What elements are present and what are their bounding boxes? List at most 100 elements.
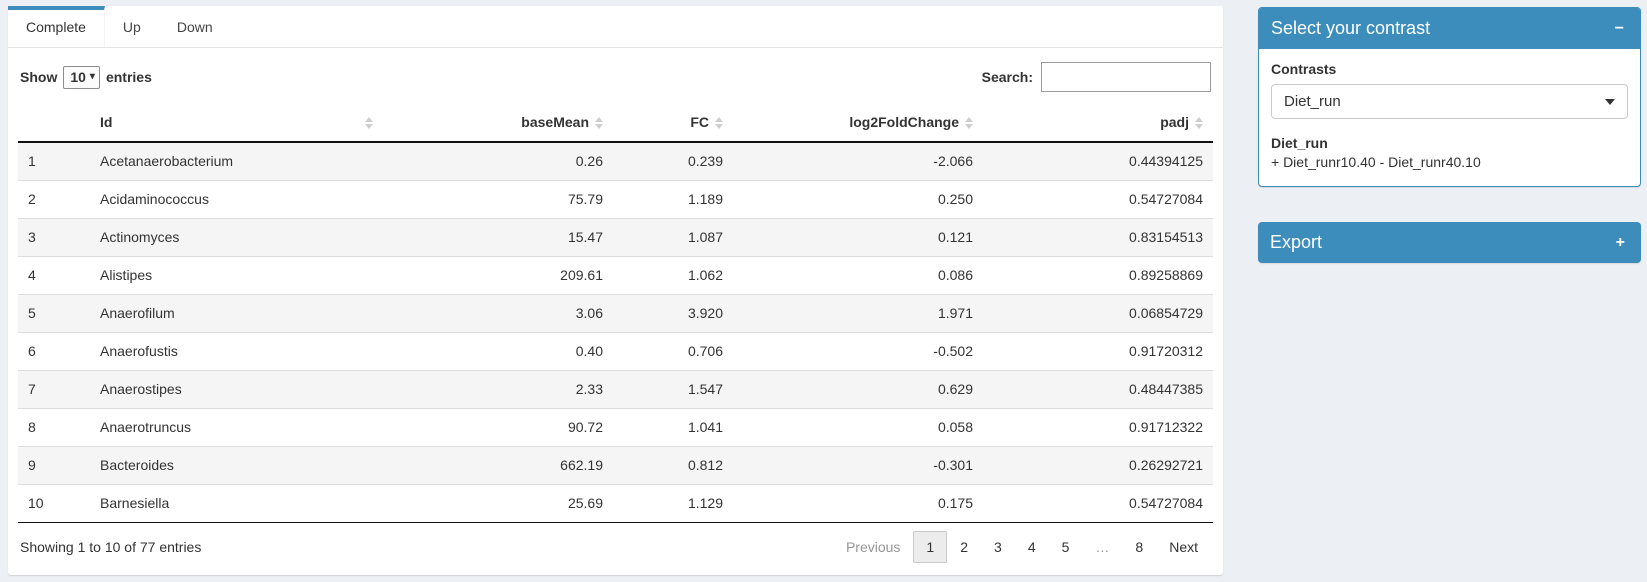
cell-padj: 0.44394125	[983, 141, 1213, 181]
table-row[interactable]: 4 Alistipes 209.61 1.062 0.086 0.8925886…	[18, 256, 1213, 295]
cell-fc: 0.706	[613, 332, 733, 371]
sort-icon	[365, 116, 373, 129]
tab-panel-complete: Show 10 ▾ entries Search: Id baseMean FC	[8, 48, 1223, 575]
pagination: Previous 1 2 3 4 5 … 8 Next	[833, 531, 1211, 563]
cell-id: Anaerofustis	[90, 332, 383, 371]
table-footer: Showing 1 to 10 of 77 entries Previous 1…	[20, 531, 1211, 563]
cell-log2foldchange: 0.629	[733, 370, 983, 409]
collapse-minus-icon[interactable]: −	[1614, 19, 1624, 37]
results-tab-box: Complete Up Down Show 10 ▾ entries Searc…	[8, 6, 1223, 575]
column-header-label: log2FoldChange	[849, 114, 959, 130]
cell-log2foldchange: 0.058	[733, 408, 983, 447]
tab-up[interactable]: Up	[122, 19, 141, 35]
cell-id: Acetanaerobacterium	[90, 141, 383, 181]
table-row[interactable]: 1 Acetanaerobacterium 0.26 0.239 -2.066 …	[18, 141, 1213, 181]
column-header-id[interactable]: Id	[90, 104, 383, 143]
select-arrow-icon: ▾	[89, 71, 95, 82]
cell-basemean: 75.79	[383, 180, 613, 219]
cell-basemean: 90.72	[383, 408, 613, 447]
table-row[interactable]: 9 Bacteroides 662.19 0.812 -0.301 0.2629…	[18, 446, 1213, 485]
cell-id: Bacteroides	[90, 446, 383, 485]
cell-padj: 0.54727084	[983, 484, 1213, 523]
table-controls: Show 10 ▾ entries Search:	[20, 62, 1211, 92]
pagination-page-2[interactable]: 2	[960, 539, 969, 555]
table-header-row: Id baseMean FC log2FoldChange padj	[18, 104, 1213, 143]
cell-rownum: 9	[18, 446, 90, 485]
show-label: Show	[20, 69, 58, 85]
column-header-label: Id	[100, 114, 113, 130]
pagination-page-1[interactable]: 1	[913, 531, 948, 563]
cell-id: Anaerofilum	[90, 294, 383, 333]
column-header-fc[interactable]: FC	[613, 104, 733, 143]
table-row[interactable]: 7 Anaerostipes 2.33 1.547 0.629 0.484473…	[18, 370, 1213, 409]
cell-rownum: 5	[18, 294, 90, 333]
cell-log2foldchange: 1.971	[733, 294, 983, 333]
table-row[interactable]: 8 Anaerotruncus 90.72 1.041 0.058 0.9171…	[18, 408, 1213, 447]
cell-basemean: 25.69	[383, 484, 613, 523]
cell-rownum: 2	[18, 180, 90, 219]
cell-basemean: 15.47	[383, 218, 613, 257]
cell-fc: 1.129	[613, 484, 733, 523]
cell-id: Anaerotruncus	[90, 408, 383, 447]
contrast-panel-body: Contrasts Diet_run Diet_run + Diet_runr1…	[1259, 49, 1640, 186]
cell-fc: 1.062	[613, 256, 733, 295]
cell-log2foldchange: 0.086	[733, 256, 983, 295]
cell-log2foldchange: 0.175	[733, 484, 983, 523]
pagination-previous: Previous	[845, 539, 901, 555]
dropdown-caret-icon	[1605, 98, 1615, 105]
tab-complete[interactable]: Complete	[8, 6, 105, 47]
column-header-rownum	[18, 104, 90, 143]
cell-fc: 1.087	[613, 218, 733, 257]
cell-basemean: 0.40	[383, 332, 613, 371]
tab-bar: Complete Up Down	[8, 6, 1223, 48]
contrast-panel-title: Select your contrast	[1271, 18, 1431, 38]
column-header-label: baseMean	[521, 114, 589, 130]
table-row[interactable]: 2 Acidaminococcus 75.79 1.189 0.250 0.54…	[18, 180, 1213, 219]
cell-padj: 0.83154513	[983, 218, 1213, 257]
sort-icon	[595, 117, 603, 130]
cell-id: Acidaminococcus	[90, 180, 383, 219]
search-label: Search:	[981, 69, 1033, 85]
pagination-page-8[interactable]: 8	[1135, 539, 1144, 555]
cell-rownum: 6	[18, 332, 90, 371]
expand-plus-icon[interactable]: +	[1615, 233, 1625, 251]
cell-fc: 1.041	[613, 408, 733, 447]
table-row[interactable]: 10 Barnesiella 25.69 1.129 0.175 0.54727…	[18, 484, 1213, 523]
cell-log2foldchange: -0.301	[733, 446, 983, 485]
contrast-detail: + Diet_runr10.40 - Diet_runr40.10	[1271, 154, 1481, 170]
page-length-select[interactable]: 10 ▾	[63, 65, 100, 89]
page-length-control: Show 10 ▾ entries	[20, 65, 152, 89]
pagination-next[interactable]: Next	[1169, 539, 1198, 555]
cell-padj: 0.54727084	[983, 180, 1213, 219]
table-row[interactable]: 6 Anaerofustis 0.40 0.706 -0.502 0.91720…	[18, 332, 1213, 371]
contrast-name: Diet_run	[1271, 135, 1328, 151]
pagination-page-3[interactable]: 3	[994, 539, 1002, 555]
pagination-page-4[interactable]: 4	[1027, 539, 1036, 555]
cell-rownum: 4	[18, 256, 90, 295]
cell-id: Actinomyces	[90, 218, 383, 257]
cell-log2foldchange: -0.502	[733, 332, 983, 371]
contrast-select[interactable]: Diet_run	[1271, 84, 1628, 119]
sort-icon	[1195, 117, 1203, 130]
cell-rownum: 1	[18, 141, 90, 181]
cell-rownum: 8	[18, 408, 90, 447]
column-header-basemean[interactable]: baseMean	[383, 104, 613, 143]
cell-padj: 0.89258869	[983, 256, 1213, 295]
table-search: Search:	[982, 62, 1211, 92]
table-row[interactable]: 3 Actinomyces 15.47 1.087 0.121 0.831545…	[18, 218, 1213, 257]
cell-basemean: 662.19	[383, 446, 613, 485]
cell-padj: 0.48447385	[983, 370, 1213, 409]
pagination-page-5[interactable]: 5	[1061, 539, 1070, 555]
cell-log2foldchange: -2.066	[733, 141, 983, 181]
tab-down[interactable]: Down	[176, 19, 213, 35]
table-row[interactable]: 5 Anaerofilum 3.06 3.920 1.971 0.0685472…	[18, 294, 1213, 333]
contrast-panel: Select your contrast − Contrasts Diet_ru…	[1258, 7, 1641, 187]
contrast-panel-header[interactable]: Select your contrast −	[1259, 8, 1640, 49]
column-header-label: padj	[1160, 114, 1189, 130]
cell-fc: 0.812	[613, 446, 733, 485]
column-header-log2foldchange[interactable]: log2FoldChange	[733, 104, 983, 143]
cell-log2foldchange: 0.121	[733, 218, 983, 257]
cell-rownum: 7	[18, 370, 90, 409]
search-input[interactable]	[1041, 62, 1211, 92]
column-header-padj[interactable]: padj	[983, 104, 1213, 143]
